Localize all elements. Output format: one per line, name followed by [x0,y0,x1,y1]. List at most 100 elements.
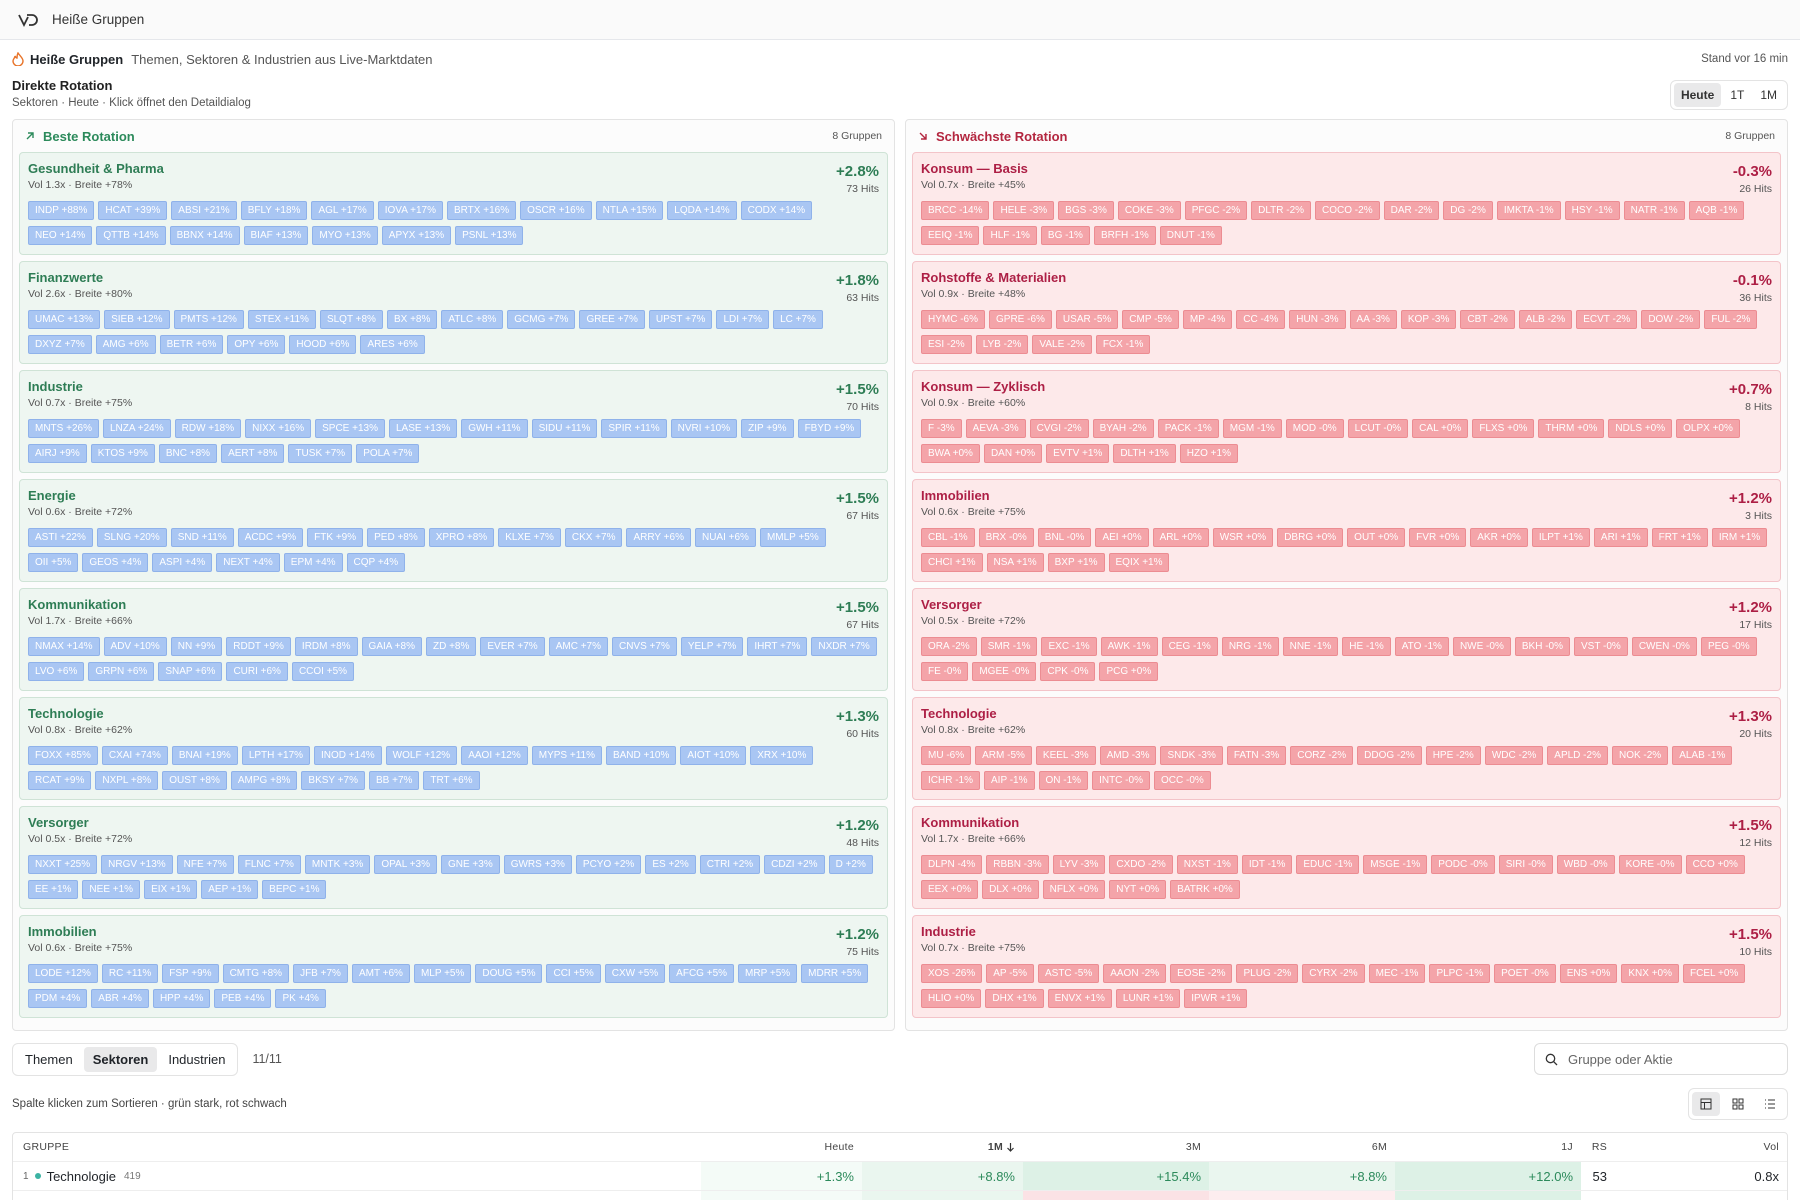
ticker-chip[interactable]: PDM +4% [28,989,88,1008]
ticker-chip[interactable]: DLPN -4% [921,855,983,874]
ticker-chip[interactable]: BFLY +18% [240,201,308,220]
ticker-chip[interactable]: PCG +0% [1099,662,1159,681]
ticker-chip[interactable]: ARL +0% [1152,528,1209,547]
ticker-chip[interactable]: RC +11% [101,964,159,983]
ticker-chip[interactable]: ARRY +6% [626,528,691,547]
ticker-chip[interactable]: NFLX +0% [1042,880,1106,899]
ticker-chip[interactable]: NXXT +25% [28,855,98,874]
group-card[interactable]: Technologie Vol 0.8x · Breite +62% +1.3% 60… [19,697,888,800]
ticker-chip[interactable]: AAOI +12% [461,746,528,765]
ticker-chip[interactable]: SIRI -0% [1498,855,1553,874]
ticker-chip[interactable]: NRGV +13% [101,855,173,874]
ticker-chip[interactable]: MU -6% [921,746,972,765]
ticker-chip[interactable]: AFCG +5% [669,964,735,983]
ticker-chip[interactable]: RCAT +9% [28,771,92,790]
ticker-chip[interactable]: NN +9% [170,637,223,656]
ticker-chip[interactable]: HELE -3% [993,201,1055,220]
ticker-chip[interactable]: MNTK +3% [304,855,371,874]
ticker-chip[interactable]: HZO +1% [1179,444,1238,463]
ticker-chip[interactable]: DOUG +5% [475,964,543,983]
ticker-chip[interactable]: VST -0% [1573,637,1628,656]
ticker-chip[interactable]: INDP +88% [28,201,95,220]
ticker-chip[interactable]: MYO +13% [312,226,378,245]
ticker-chip[interactable]: OII +5% [28,553,79,572]
ticker-chip[interactable]: HYMC -6% [921,310,986,329]
ticker-chip[interactable]: OPAL +3% [374,855,437,874]
ticker-chip[interactable]: BKSY +7% [301,771,365,790]
ticker-chip[interactable]: CODX +14% [740,201,813,220]
ticker-chip[interactable]: ESI -2% [921,335,972,354]
ticker-chip[interactable]: UMAC +13% [28,310,101,329]
group-card[interactable]: Energie Vol 0.6x · Breite +72% +1.5% 67 Hit… [19,479,888,582]
ticker-chip[interactable]: CVGI -2% [1029,419,1089,438]
ticker-chip[interactable]: CMTG +8% [222,964,290,983]
group-card[interactable]: Immobilien Vol 0.6x · Breite +75% +1.2% 75 … [19,915,888,1018]
ticker-chip[interactable]: PLUG -2% [1236,964,1299,983]
ticker-chip[interactable]: CBL -1% [921,528,975,547]
ticker-chip[interactable]: DLTH +1% [1113,444,1176,463]
group-card[interactable]: Konsum — Basis Vol 0.7x · Breite +45% -0.3… [912,152,1781,255]
ticker-chip[interactable]: ADV +10% [103,637,167,656]
ticker-chip[interactable]: MSGE -1% [1363,855,1428,874]
ticker-chip[interactable]: RDW +18% [174,419,242,438]
ticker-chip[interactable]: IRDM +8% [294,637,358,656]
ticker-chip[interactable]: POLA +7% [356,444,420,463]
column-header[interactable]: 1J [1395,1133,1581,1161]
ticker-chip[interactable]: EXC -1% [1041,637,1097,656]
ticker-chip[interactable]: OUST +8% [162,771,227,790]
ticker-chip[interactable]: AP -5% [986,964,1034,983]
ticker-chip[interactable]: AIRJ +9% [28,444,87,463]
ticker-chip[interactable]: LQDA +14% [667,201,737,220]
table-row[interactable]: 2Konsum — Zyklisch284+0.7%+1.0%-0.1%-1.8… [13,1191,1787,1200]
ticker-chip[interactable]: EPM +4% [283,553,343,572]
ticker-chip[interactable]: EOSE -2% [1170,964,1233,983]
ticker-chip[interactable]: LYB -2% [975,335,1029,354]
ticker-chip[interactable]: STEX +11% [247,310,316,329]
ticker-chip[interactable]: BRTX +16% [446,201,517,220]
ticker-chip[interactable]: LUNR +1% [1115,989,1181,1008]
ticker-chip[interactable]: BKH -0% [1514,637,1570,656]
ticker-chip[interactable]: CC -4% [1236,310,1286,329]
ticker-chip[interactable]: LVO +6% [28,662,85,681]
ticker-chip[interactable]: HUN -3% [1289,310,1346,329]
ticker-chip[interactable]: GWRS +3% [503,855,572,874]
ticker-chip[interactable]: MYPS +11% [531,746,602,765]
ticker-chip[interactable]: BNC +8% [158,444,218,463]
ticker-chip[interactable]: SNDK -3% [1160,746,1223,765]
tab[interactable]: Industrien [168,1051,226,1067]
ticker-chip[interactable]: IRM +1% [1711,528,1768,547]
period-button[interactable]: Heute [1673,83,1722,107]
ticker-chip[interactable]: NSA +1% [986,553,1044,572]
ticker-chip[interactable]: SIDU +11% [531,419,598,438]
ticker-chip[interactable]: NEXT +4% [216,553,280,572]
ticker-chip[interactable]: INOD +14% [314,746,382,765]
ticker-chip[interactable]: MGEE -0% [972,662,1037,681]
ticker-chip[interactable]: NOK -2% [1611,746,1669,765]
ticker-chip[interactable]: D +2% [828,855,873,874]
ticker-chip[interactable]: QTTB +14% [96,226,166,245]
ticker-chip[interactable]: KTOS +9% [90,444,155,463]
ticker-chip[interactable]: IMKTA -1% [1496,201,1561,220]
ticker-chip[interactable]: ARES +6% [360,335,425,354]
ticker-chip[interactable]: FTK +9% [307,528,364,547]
ticker-chip[interactable]: GAIA +8% [361,637,422,656]
ticker-chip[interactable]: FOXX +85% [28,746,98,765]
ticker-chip[interactable]: AMT +6% [351,964,410,983]
ticker-chip[interactable]: HPE -2% [1425,746,1481,765]
ticker-chip[interactable]: NATR -1% [1623,201,1685,220]
ticker-chip[interactable]: DHX +1% [985,989,1044,1008]
ticker-chip[interactable]: OPY +6% [227,335,286,354]
ticker-chip[interactable]: AMG +6% [95,335,156,354]
ticker-chip[interactable]: FSP +9% [162,964,219,983]
ticker-chip[interactable]: RBBN -3% [986,855,1049,874]
ticker-chip[interactable]: CWEN -0% [1631,637,1697,656]
ticker-chip[interactable]: IOVA +17% [377,201,443,220]
tab[interactable]: Themen [25,1051,73,1067]
ticker-chip[interactable]: BYAH -2% [1092,419,1154,438]
ticker-chip[interactable]: XOS -26% [921,964,983,983]
ticker-chip[interactable]: AMPG +8% [230,771,298,790]
ticker-chip[interactable]: BNL -0% [1037,528,1092,547]
ticker-chip[interactable]: BB +7% [368,771,420,790]
ticker-chip[interactable]: BNAI +19% [171,746,238,765]
ticker-chip[interactable]: YELP +7% [680,637,744,656]
